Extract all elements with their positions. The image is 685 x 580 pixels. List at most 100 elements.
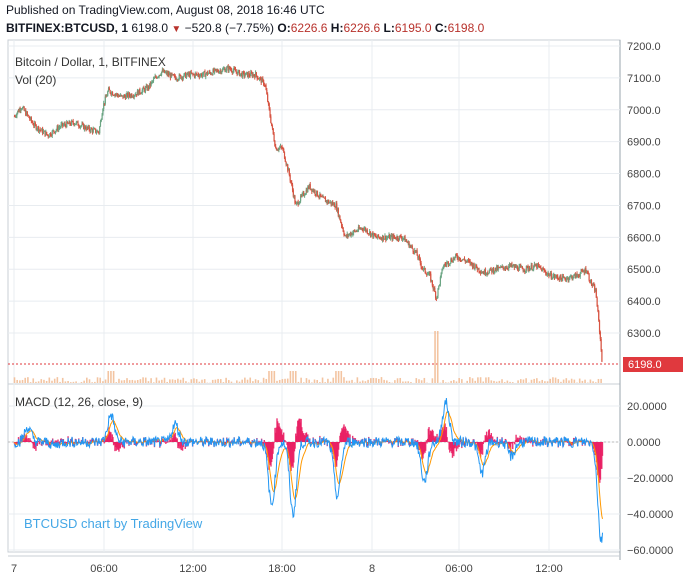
candle-body: [549, 272, 552, 276]
candle-body: [434, 291, 437, 299]
candle-body: [144, 88, 146, 92]
candle-body: [374, 235, 376, 237]
candle-body: [68, 121, 70, 124]
volume-bar: [147, 381, 150, 383]
candle-body: [439, 277, 442, 285]
candle-body: [53, 130, 55, 132]
macd-histogram-bar: [180, 442, 182, 451]
candle-body: [52, 130, 54, 132]
candle-body: [97, 130, 99, 133]
volume-bar: [570, 378, 573, 383]
candle-body: [25, 112, 28, 116]
candle-body: [98, 132, 100, 134]
candle-body: [151, 81, 153, 83]
candle-body: [591, 285, 593, 287]
candle-body: [116, 93, 118, 96]
candle-body: [209, 71, 211, 73]
candle-body: [582, 271, 585, 273]
candle-body: [377, 234, 380, 238]
macd-histogram-bar: [310, 442, 312, 444]
volume-bar: [161, 379, 163, 383]
candle-body: [580, 270, 582, 274]
candle-body: [226, 66, 229, 68]
candle-body: [294, 196, 296, 204]
volume-bar: [375, 378, 377, 383]
candle-body: [55, 129, 57, 132]
volume-bar: [498, 380, 501, 383]
candle-body: [69, 121, 71, 125]
candle-body: [411, 245, 413, 249]
candle-body: [566, 277, 568, 279]
candle-body: [512, 264, 515, 266]
candle-body: [145, 85, 147, 88]
candle-body: [26, 112, 28, 115]
macd-histogram-bar: [167, 438, 169, 442]
candle-body: [516, 266, 519, 270]
candle-body: [256, 75, 258, 79]
candle-body: [322, 196, 324, 198]
candle-body: [193, 74, 195, 76]
low-label: L:: [383, 21, 395, 35]
candle-body: [39, 129, 41, 131]
candle-body: [132, 96, 135, 98]
candle-body: [218, 71, 220, 74]
macd-histogram-bar: [110, 432, 112, 442]
volume-bar: [102, 381, 104, 383]
candle-body: [132, 96, 134, 98]
candle-body: [435, 298, 437, 300]
candle-body: [561, 275, 564, 282]
candle-body: [542, 268, 544, 270]
macd-histogram-bar: [172, 432, 174, 442]
candle-body: [160, 74, 162, 76]
candle-body: [75, 121, 77, 124]
candle-body: [600, 339, 602, 350]
volume-bar: [378, 378, 380, 383]
volume-bar: [477, 377, 479, 383]
macd-histogram-bar: [38, 442, 40, 445]
candle-body: [524, 270, 526, 272]
volume-bar: [343, 377, 345, 383]
volume-bar: [276, 380, 278, 383]
macd-histogram-bar: [26, 438, 28, 442]
macd-histogram-bar: [566, 440, 568, 442]
candle-body: [250, 72, 252, 77]
volume-bar: [182, 377, 185, 383]
macd-histogram-bar: [54, 440, 57, 442]
candle-body: [54, 131, 56, 133]
volume-bar: [268, 371, 270, 383]
candle-body: [474, 267, 476, 269]
candle-body: [260, 77, 262, 83]
candle-body: [285, 161, 287, 165]
candle-body: [408, 241, 410, 248]
candle-body: [389, 234, 391, 240]
candle-body: [415, 250, 417, 252]
candle-body: [237, 71, 239, 75]
candle-body: [166, 72, 168, 75]
published-text: Published on TradingView.com, August 08,…: [6, 3, 325, 17]
candle-body: [418, 256, 420, 259]
macd-histogram-bar: [317, 442, 320, 444]
candle-body: [205, 72, 208, 74]
candle-body: [313, 190, 315, 192]
candle-body: [531, 265, 533, 270]
candle-body: [492, 268, 494, 273]
candle-body: [233, 68, 235, 71]
candle-body: [164, 72, 167, 74]
macd-histogram-bar: [169, 439, 172, 442]
volume-bar: [538, 381, 541, 383]
candle-body: [283, 151, 286, 159]
candle-body: [325, 200, 327, 203]
macd-histogram-bar: [538, 442, 540, 445]
tradingview-branding[interactable]: BTCUSD chart by TradingView: [24, 516, 203, 531]
volume-bar: [289, 371, 292, 383]
volume-bar: [332, 377, 335, 383]
candle-body: [190, 72, 192, 74]
volume-bar: [123, 380, 126, 383]
candle-body: [173, 75, 176, 77]
candle-body: [595, 289, 597, 298]
candle-body: [35, 124, 37, 130]
volume-bar: [340, 371, 343, 383]
candle-body: [198, 75, 200, 78]
candle-body: [598, 311, 600, 321]
